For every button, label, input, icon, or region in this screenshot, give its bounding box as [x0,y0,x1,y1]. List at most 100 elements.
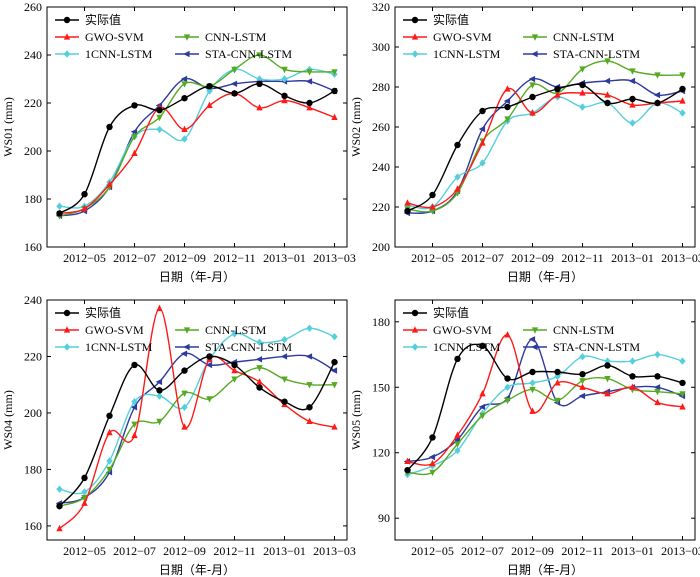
legend-item: 1CNN-LSTM [403,340,501,354]
legend-label: STA-CNN-LSTM [553,47,640,61]
y-tick-label: 120 [372,446,390,460]
data-point [604,375,611,383]
x-tick-label: 2012−05 [411,251,454,265]
data-point [81,474,88,482]
x-tick-label: 2012−09 [163,251,206,265]
data-point [479,139,486,146]
data-point [331,382,338,389]
legend-marker [63,343,71,351]
legend-item: 实际值 [55,12,121,27]
data-point [306,99,313,107]
data-point [528,75,536,83]
legend-marker [63,16,71,24]
series-实际值 [404,81,686,215]
chart-panel-2: 200 220 240 260 280 300 320 2012−05 2012−07 2012−… [349,0,700,284]
data-point [654,72,661,79]
legend-item: CNN-LSTM [175,30,267,44]
data-point [305,78,313,85]
series-line [407,60,683,213]
y-tick-label: 240 [372,160,390,174]
y-tick-label: 260 [24,0,42,14]
legend-label: GWO-SVM [85,30,144,44]
x-tick-label: 2012−11 [561,544,603,558]
data-point [653,384,661,391]
series-1CNN-LSTM [404,93,686,211]
data-point [579,378,586,385]
data-point [281,335,288,344]
data-point [504,103,511,111]
data-point [255,356,263,363]
series-line [59,367,335,507]
data-point [554,379,561,386]
series-line [406,343,683,471]
data-point [554,397,561,405]
data-point [654,389,661,396]
series-实际值 [56,353,338,510]
series-line [407,77,683,214]
data-point [231,366,238,374]
data-point [306,417,313,425]
data-point [256,384,263,391]
legend-item: STA-CNN-LSTM [175,340,292,354]
data-point [81,204,88,212]
y-tick-label: 200 [372,240,390,254]
data-point [156,392,163,400]
data-point [404,207,411,215]
y-tick-label: 220 [372,200,390,214]
data-point [454,141,461,149]
data-point [653,91,661,99]
data-point [579,353,586,361]
series-1CNN-LSTM [56,65,338,210]
data-point [181,367,188,374]
data-point [654,99,661,107]
data-point [181,423,188,430]
legend-item: 实际值 [403,305,469,320]
data-point [131,421,138,429]
series-GWO-SVM [404,331,686,467]
data-point [180,350,188,357]
data-point [230,80,238,87]
data-point [529,368,536,376]
data-point [479,107,486,115]
data-point [579,66,586,73]
data-point [453,436,461,443]
x-axis-label: 日期（年-月） [159,563,235,577]
series-CNN-LSTM [404,58,686,215]
data-point [331,87,338,95]
legend-item: GWO-SVM [403,30,492,44]
y-axis-label: WS01 (mm) [1,97,15,157]
data-point [504,331,511,338]
series-line [407,87,683,209]
legend-marker [531,50,538,58]
data-point [629,373,636,380]
data-point [281,398,288,405]
data-point [206,87,213,95]
data-point [604,362,611,369]
legend-item: 实际值 [403,12,469,27]
legend-item: GWO-SVM [55,30,144,44]
data-point [231,376,238,383]
data-point [281,75,288,83]
data-point [629,101,636,108]
data-point [81,488,88,496]
series-line [407,376,683,476]
series-line [58,355,336,507]
y-tick-label: 240 [24,48,42,62]
legend-label: GWO-SVM [433,323,492,337]
plot-frame [46,6,348,248]
legend-marker [531,34,539,41]
y-tick-label: 220 [24,349,42,363]
data-point [206,396,213,403]
data-point [131,361,138,369]
x-tick-label: 2012−09 [511,544,554,558]
legend-item: 实际值 [55,305,121,320]
data-point [429,469,436,477]
data-point [181,125,188,132]
data-point [130,128,138,135]
data-point [454,173,461,181]
x-tick-label: 2012−07 [113,544,156,558]
data-point [404,466,411,474]
legend-label: STA-CNN-LSTM [553,340,640,354]
legend-label: 1CNN-LSTM [85,47,153,61]
legend-label: 实际值 [85,305,121,320]
